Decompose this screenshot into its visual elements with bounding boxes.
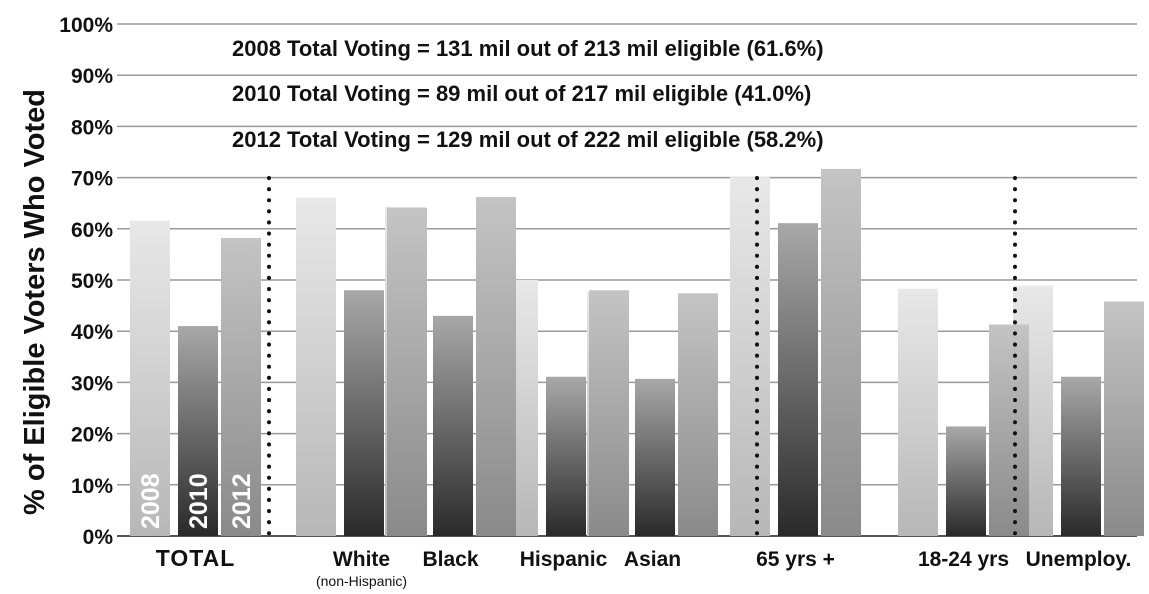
bar-2010-3	[433, 315, 473, 536]
x-axis-labels: TOTAL White (non-Hispanic) Black Hispanic Asi…	[156, 545, 1132, 589]
bar-2010-2	[344, 290, 384, 536]
x-category-label: Asian	[624, 548, 681, 571]
bar-2012-8	[1104, 301, 1144, 536]
bar-2012-6	[821, 168, 861, 536]
bar-2012-7	[989, 324, 1029, 536]
y-tick-label: 60%	[71, 219, 113, 242]
bar-2008-6	[730, 177, 770, 536]
x-category-label: Hispanic	[520, 548, 608, 571]
bar-2012-4	[589, 290, 629, 536]
y-axis-ticks: 0% 10% 20% 30% 40% 50% 60% 70% 80% 90% 100%	[59, 14, 113, 549]
annotation-2008: 2008 Total Voting = 131 mil out of 213 m…	[232, 36, 824, 61]
bar-2010-1	[178, 326, 218, 536]
y-tick-label: 80%	[71, 116, 113, 139]
y-tick-label: 30%	[71, 372, 113, 395]
x-category-label: 18-24 yrs	[918, 548, 1009, 571]
annotations: 2008 Total Voting = 131 mil out of 213 m…	[232, 36, 824, 152]
bar-2012-2	[387, 207, 427, 537]
x-category-label: 65 yrs +	[756, 548, 835, 571]
y-tick-label: 50%	[71, 270, 113, 293]
y-tick-label: 70%	[71, 168, 113, 191]
series-year-labels: 2008 2010 2012	[137, 473, 256, 529]
x-category-label: Unemploy.	[1026, 548, 1132, 571]
bar-2008-1	[130, 220, 170, 536]
y-tick-label: 0%	[83, 526, 114, 549]
bar-2012-5	[678, 293, 718, 536]
bar-2012-1	[221, 238, 261, 537]
gridlines	[117, 23, 1137, 537]
y-tick-label: 40%	[71, 321, 113, 344]
x-category-sublabel: (non-Hispanic)	[316, 573, 407, 589]
y-tick-label: 100%	[59, 14, 113, 37]
bar-2008-7	[898, 288, 938, 536]
bar-2010-7	[946, 426, 986, 536]
bar-2010-5	[635, 378, 675, 536]
y-axis-label: % of Eligible Voters Who Voted	[19, 89, 51, 515]
y-tick-label: 20%	[71, 424, 113, 447]
y-tick-label: 10%	[71, 475, 113, 498]
x-category-label: TOTAL	[156, 545, 236, 571]
y-tick-label: 90%	[71, 65, 113, 88]
series-label-2008: 2008	[137, 473, 165, 529]
annotation-2010: 2010 Total Voting = 89 mil out of 217 mi…	[232, 81, 811, 106]
bars	[130, 168, 1144, 537]
bar-2012-3	[476, 197, 516, 536]
bar-2010-6	[778, 223, 818, 536]
series-label-2012: 2012	[228, 473, 256, 529]
x-category-label: Black	[422, 548, 478, 571]
annotation-2012: 2012 Total Voting = 129 mil out of 222 m…	[232, 127, 824, 152]
bar-2010-8	[1061, 376, 1101, 536]
bar-2010-4	[546, 376, 586, 536]
bar-2008-2	[296, 197, 336, 536]
group-separators	[267, 176, 1017, 538]
x-category-label: White	[333, 548, 390, 571]
series-label-2010: 2010	[185, 473, 213, 529]
